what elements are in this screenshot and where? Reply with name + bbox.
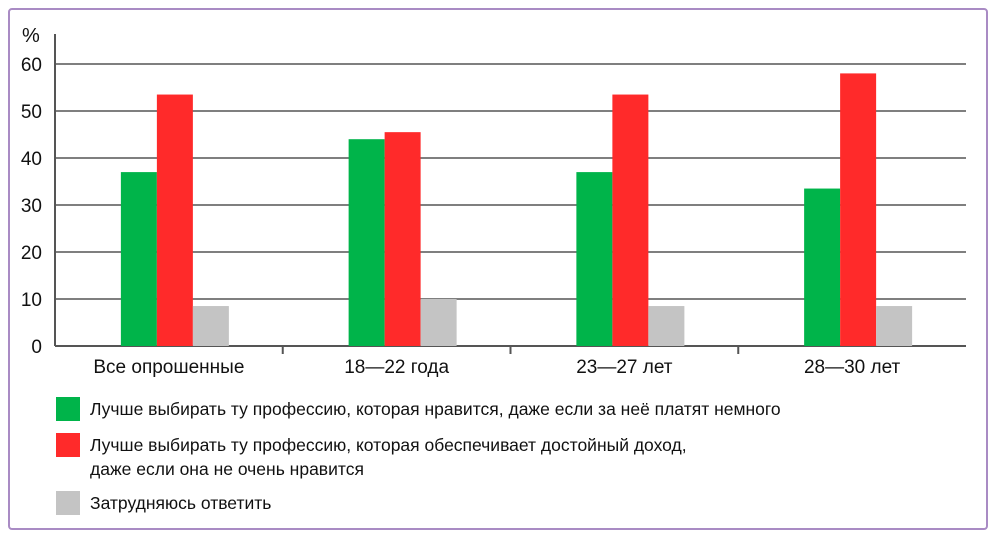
y-tick-label: 10: [21, 290, 42, 311]
y-tick-label: 30: [21, 196, 42, 217]
bar: [876, 306, 913, 346]
bar: [384, 132, 421, 346]
y-axis-label: %: [22, 25, 40, 47]
legend-label-income: Лучше выбирать ту профессию, которая обе…: [90, 435, 687, 479]
y-tick-label: 0: [31, 337, 42, 358]
bar-chart: 0 10 20 30 40 50 60 Все опрошенные 18—22 года 23…: [21, 25, 966, 378]
bars: [120, 73, 913, 347]
legend-label-like: Лучше выбирать ту профессию, которая нра…: [90, 399, 781, 419]
bar: [804, 188, 841, 346]
bar: [612, 94, 649, 346]
bar: [576, 172, 613, 346]
legend-label-undecided: Затрудняюсь ответить: [90, 493, 272, 513]
legend-item-income: Лучше выбирать ту профессию, которая обе…: [56, 433, 687, 481]
y-tick-label: 60: [21, 55, 42, 76]
y-tick-label: 40: [21, 149, 42, 170]
chart-frame: [8, 8, 988, 530]
bar: [156, 94, 193, 346]
legend-item-like: Лучше выбирать ту профессию, которая нра…: [56, 397, 781, 421]
legend-item-undecided: Затрудняюсь ответить: [56, 491, 271, 515]
x-tick-label: Все опрошенные: [93, 357, 244, 378]
legend-swatch-like: [56, 397, 80, 421]
y-tick-labels: 0 10 20 30 40 50 60: [21, 55, 42, 358]
y-tick-label: 50: [21, 102, 42, 123]
bar: [348, 139, 385, 346]
legend-swatch-income: [56, 433, 80, 457]
y-tick-label: 20: [21, 243, 42, 264]
x-tick-labels: Все опрошенные 18—22 года 23—27 лет 28—30 л…: [93, 357, 900, 378]
x-tick-label: 18—22 года: [344, 357, 449, 378]
bar: [120, 172, 157, 346]
bar: [420, 299, 457, 346]
bar: [648, 306, 685, 346]
bar: [192, 306, 229, 346]
x-tick-label: 23—27 лет: [576, 357, 673, 378]
bar: [840, 73, 877, 347]
legend-swatch-undecided: [56, 491, 80, 515]
x-tick-label: 28—30 лет: [804, 357, 901, 378]
